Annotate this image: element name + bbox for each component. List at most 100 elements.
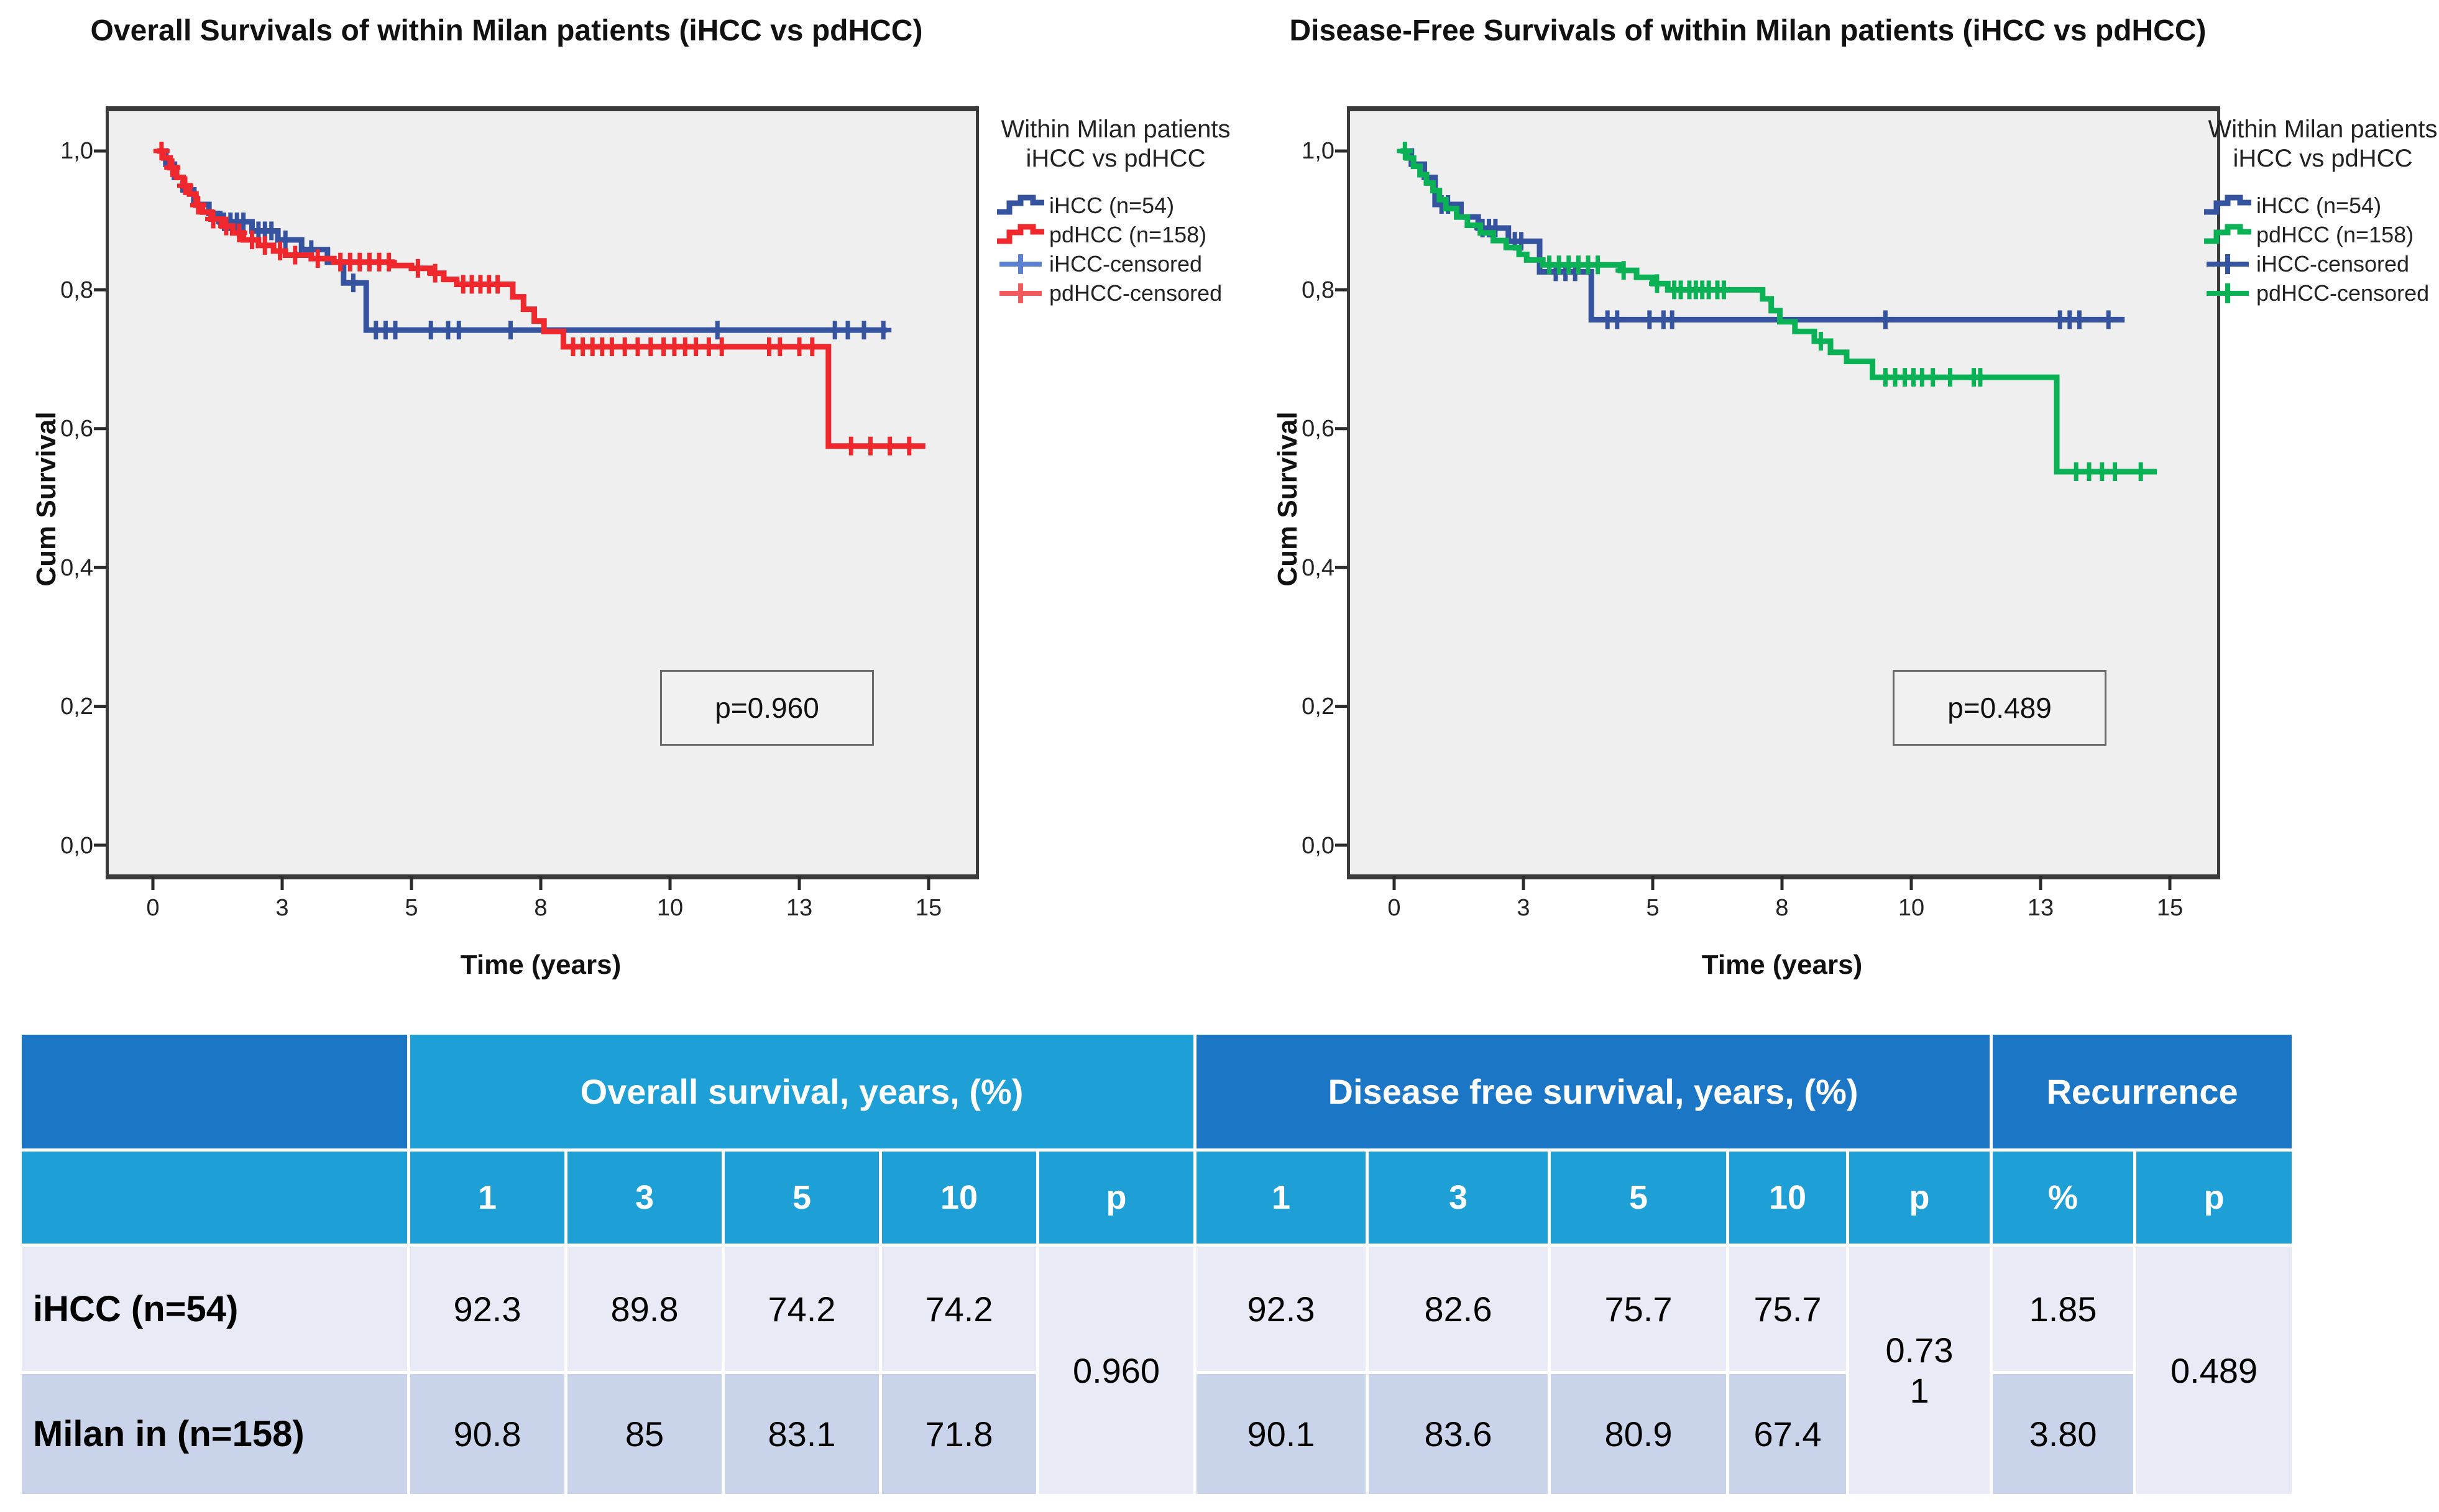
step-line-icon [997, 224, 1044, 244]
os-3y: 89.8 [567, 1247, 722, 1371]
y-tick-label: 0,0 [1302, 833, 1334, 859]
y-tick-label: 0,2 [1302, 694, 1334, 720]
chart-title: Disease-Free Survivals of within Milan p… [1289, 14, 2207, 47]
legend-item: pdHCC-censored [994, 278, 1243, 308]
legend: Within Milan patients iHCC vs pdHCC iHCC… [994, 115, 1243, 308]
legend-item: iHCC-censored [994, 249, 1243, 278]
os-3y: 85 [567, 1374, 722, 1494]
x-tick-label: 13 [786, 895, 813, 921]
x-tick-label: 3 [275, 895, 289, 921]
table-subheader-row: 1 3 5 10 p 1 3 5 10 p % p [22, 1152, 2292, 1244]
step-line-icon [2204, 195, 2251, 214]
y-tick-label: 0,6 [1302, 416, 1334, 442]
x-tick-label: 15 [915, 895, 942, 921]
legend-item-label: iHCC (n=54) [2256, 192, 2382, 218]
dfs-5y: 80.9 [1551, 1374, 1727, 1494]
legend-items: iHCC (n=54) pdHCC (n=158) iHCC-censored [994, 191, 1243, 308]
recurrence-p-value: 0.489 [2136, 1247, 2292, 1494]
chart-title: Overall Survivals of within Milan patien… [90, 14, 923, 47]
os-1y: 92.3 [410, 1247, 564, 1371]
table-row-milan: Milan in (n=158) 90.8 85 83.1 71.8 90.1 … [22, 1374, 2292, 1494]
y-tick-label: 0,4 [60, 555, 93, 581]
subheader-os-5: 5 [725, 1152, 879, 1244]
legend-item: pdHCC (n=158) [994, 220, 1243, 249]
y-tick-label: 0,4 [1302, 555, 1334, 581]
dfs-3y: 82.6 [1369, 1247, 1548, 1371]
y-tick-label: 0,8 [60, 277, 93, 303]
y-tick-label: 1,0 [1302, 138, 1334, 164]
legend-title-line2: iHCC vs pdHCC [1026, 145, 1206, 172]
recurrence-group-header: Recurrence [1993, 1035, 2292, 1148]
censored-plus-icon [2207, 283, 2249, 303]
legend-title-line1: Within Milan patients [2208, 116, 2438, 143]
censored-plus-icon [999, 283, 1042, 303]
dfs-1y: 92.3 [1197, 1247, 1366, 1371]
subheader-os-3: 3 [567, 1152, 722, 1244]
x-tick-label: 8 [1775, 895, 1789, 921]
subheader-blank [22, 1152, 407, 1244]
legend-items: iHCC (n=54) pdHCC (n=158) iHCC-censored [2202, 191, 2439, 308]
dfs-10y: 75.7 [1729, 1247, 1847, 1371]
os-1y: 90.8 [410, 1374, 564, 1494]
x-tick-label: 13 [2027, 895, 2054, 921]
overall-survival-group-header: Overall survival, years, (%) [410, 1035, 1194, 1148]
x-tick-label: 15 [2156, 895, 2184, 921]
row-label: Milan in (n=158) [22, 1374, 407, 1494]
x-tick-label: 8 [534, 895, 548, 921]
x-tick-label: 5 [405, 895, 418, 921]
x-tick-label: 5 [1646, 895, 1660, 921]
subheader-os-p: p [1039, 1152, 1194, 1244]
y-tick-label: 0,2 [60, 694, 93, 720]
legend-item-label: pdHCC-censored [2256, 280, 2430, 306]
x-axis-title: Time (years) [460, 950, 622, 980]
legend-item-label: iHCC-censored [1049, 250, 1203, 277]
subheader-dfs-5: 5 [1551, 1152, 1727, 1244]
os-10y: 71.8 [882, 1374, 1036, 1494]
legend-item-label: pdHCC (n=158) [2256, 221, 2414, 247]
subheader-rec-pct: % [1993, 1152, 2134, 1244]
x-tick-label: 0 [1387, 895, 1401, 921]
p-value-box: p=0.960 [660, 670, 874, 746]
overall-survival-chart: Overall Survivals of within Milan patien… [0, 0, 1231, 1032]
x-axis-title: Time (years) [1701, 950, 1863, 980]
recurrence-pct: 1.85 [1993, 1247, 2134, 1371]
dfs-10y: 67.4 [1729, 1374, 1847, 1494]
subheader-dfs-10: 10 [1729, 1152, 1847, 1244]
y-tick-label: 0,6 [60, 416, 93, 442]
p-value-box: p=0.489 [1893, 670, 2106, 746]
recurrence-pct: 3.80 [1993, 1374, 2134, 1494]
legend-item-label: pdHCC-censored [1049, 280, 1223, 306]
subheader-dfs-1: 1 [1197, 1152, 1366, 1244]
table-group-header-row: Overall survival, years, (%) Disease fre… [22, 1035, 2292, 1148]
plot-area [106, 106, 979, 879]
y-tick-label: 0,8 [1302, 277, 1334, 303]
os-p-value: 0.960 [1039, 1247, 1194, 1494]
y-tick-label: 0,0 [60, 833, 93, 859]
step-line-icon [997, 195, 1044, 214]
dfs-5y: 75.7 [1551, 1247, 1727, 1371]
legend: Within Milan patients iHCC vs pdHCC iHCC… [2202, 115, 2439, 308]
row-label: iHCC (n=54) [22, 1247, 407, 1371]
censored-plus-icon [2207, 254, 2249, 274]
legend-item: pdHCC-censored [2202, 278, 2439, 308]
censored-plus-icon [999, 254, 1042, 274]
subheader-os-10: 10 [882, 1152, 1036, 1244]
disease-free-survival-group-header: Disease free survival, years, (%) [1197, 1035, 1990, 1148]
legend-item: iHCC (n=54) [2202, 191, 2439, 220]
dfs-3y: 83.6 [1369, 1374, 1548, 1494]
dfs-1y: 90.1 [1197, 1374, 1366, 1494]
legend-title-line2: iHCC vs pdHCC [2233, 145, 2413, 172]
legend-item: iHCC (n=54) [994, 191, 1243, 220]
table-row-ihcc: iHCC (n=54) 92.3 89.8 74.2 74.2 0.960 92… [22, 1247, 2292, 1494]
results-table: Overall survival, years, (%) Disease fre… [19, 1032, 2295, 1497]
plot-area [1347, 106, 2220, 879]
subheader-dfs-3: 3 [1369, 1152, 1548, 1244]
os-5y: 74.2 [725, 1247, 879, 1371]
subheader-os-1: 1 [410, 1152, 564, 1244]
x-tick-label: 0 [146, 895, 160, 921]
legend-item: pdHCC (n=158) [2202, 220, 2439, 249]
step-line-icon [2204, 224, 2251, 244]
legend-item-label: iHCC (n=54) [1049, 192, 1175, 218]
